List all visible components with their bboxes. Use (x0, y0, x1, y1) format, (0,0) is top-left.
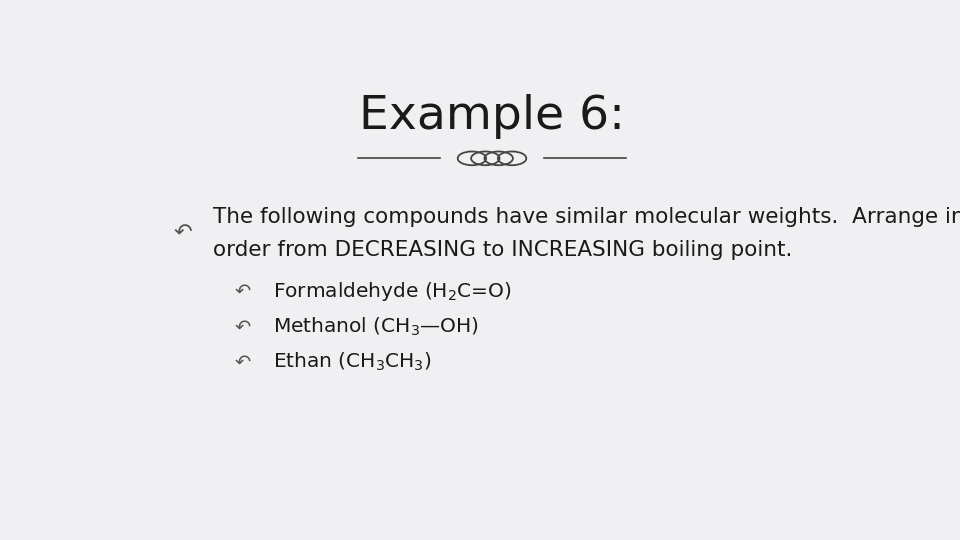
Text: order from DECREASING to INCREASING boiling point.: order from DECREASING to INCREASING boil… (213, 240, 792, 260)
Text: ↶: ↶ (234, 282, 251, 301)
Text: Formaldehyde (H$_{\mathregular{2}}$C=O): Formaldehyde (H$_{\mathregular{2}}$C=O) (273, 280, 511, 303)
Text: Ethan (CH$_{\mathregular{3}}$CH$_{\mathregular{3}}$): Ethan (CH$_{\mathregular{3}}$CH$_{\mathr… (273, 351, 431, 373)
Text: ↶: ↶ (234, 318, 251, 336)
Text: Methanol (CH$_{\mathregular{3}}$—OH): Methanol (CH$_{\mathregular{3}}$—OH) (273, 315, 478, 338)
Text: ↶: ↶ (174, 223, 193, 243)
Text: The following compounds have similar molecular weights.  Arrange in: The following compounds have similar mol… (213, 207, 960, 227)
Text: Example 6:: Example 6: (359, 94, 625, 139)
Text: ↶: ↶ (234, 353, 251, 372)
